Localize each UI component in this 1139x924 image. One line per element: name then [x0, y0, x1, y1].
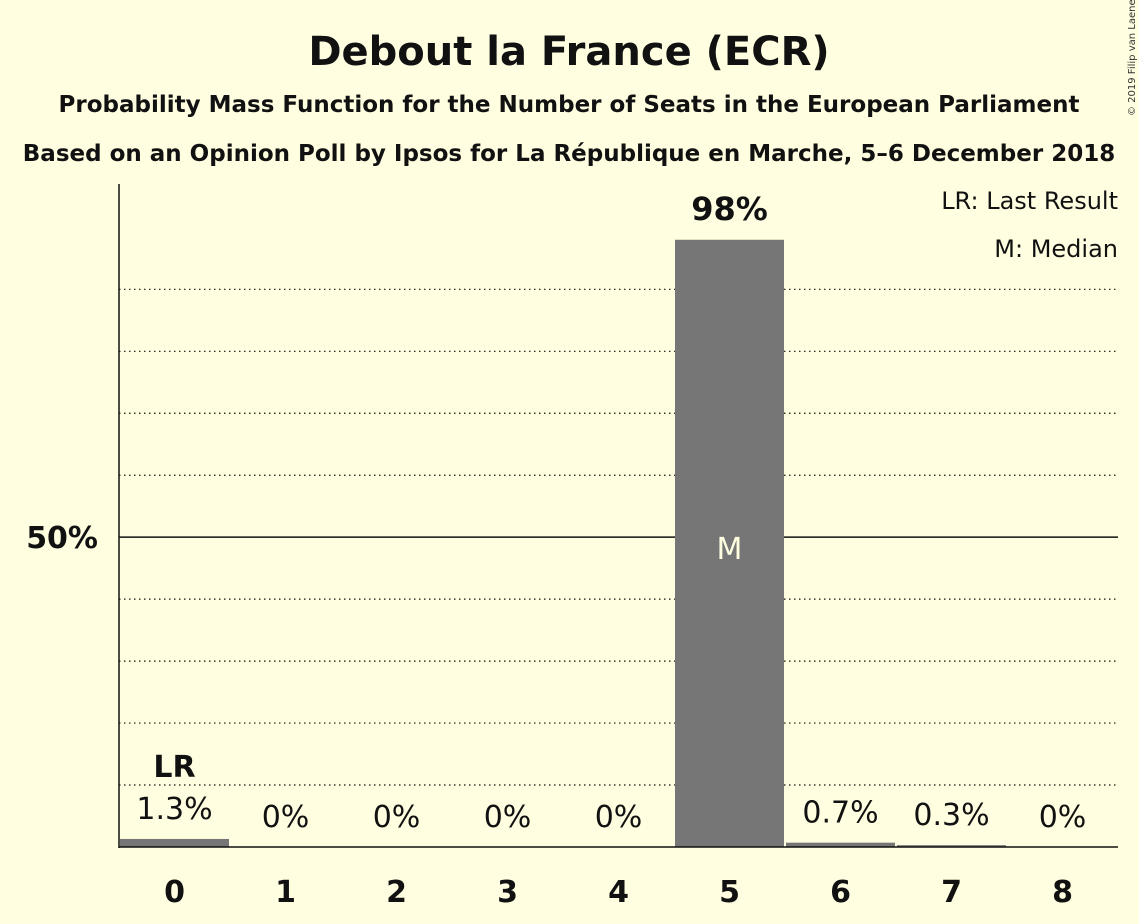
legend-last-result: LR: Last Result	[941, 187, 1118, 215]
last-result-marker: LR	[153, 750, 195, 785]
data-label: 0%	[595, 800, 643, 835]
copyright-notice: © 2019 Filip van Laenen	[1127, 0, 1138, 116]
bar	[786, 842, 895, 847]
x-tick-label: 1	[275, 875, 296, 910]
data-label: 1.3%	[136, 792, 212, 827]
bars	[120, 239, 1006, 847]
legend-median: M: Median	[994, 235, 1118, 263]
x-tick-label: 6	[830, 875, 851, 910]
chart-subtitle-1: Probability Mass Function for the Number…	[59, 92, 1080, 118]
data-label: 98%	[691, 190, 768, 228]
bar	[897, 845, 1006, 847]
gridlines	[119, 288, 1118, 786]
bar	[120, 838, 229, 847]
x-tick-label: 5	[719, 875, 740, 910]
x-tick-label: 8	[1052, 875, 1073, 910]
data-label: 0%	[373, 800, 421, 835]
chart-title: Debout la France (ECR)	[308, 29, 829, 75]
data-label: 0%	[484, 800, 532, 835]
median-marker: M	[717, 532, 743, 567]
data-label: 0%	[262, 800, 310, 835]
x-tick-label: 3	[497, 875, 518, 910]
data-label: 0.3%	[913, 798, 989, 833]
axes: 50% 0 1 2 3 4 5 6 7 8	[26, 184, 1118, 910]
bar	[675, 239, 784, 847]
data-label: 0%	[1039, 800, 1087, 835]
x-tick-label: 2	[386, 875, 407, 910]
chart-subtitle-2: Based on an Opinion Poll by Ipsos for La…	[23, 141, 1115, 167]
x-tick-label: 4	[608, 875, 629, 910]
data-labels: 1.3% LR 0% 0% 0% 0% 98% M 0.7% 0.3% 0%	[136, 190, 1086, 835]
data-label: 0.7%	[802, 796, 878, 831]
x-tick-label: 0	[164, 875, 185, 910]
x-tick-label: 7	[941, 875, 962, 910]
y-tick-label: 50%	[26, 521, 98, 556]
